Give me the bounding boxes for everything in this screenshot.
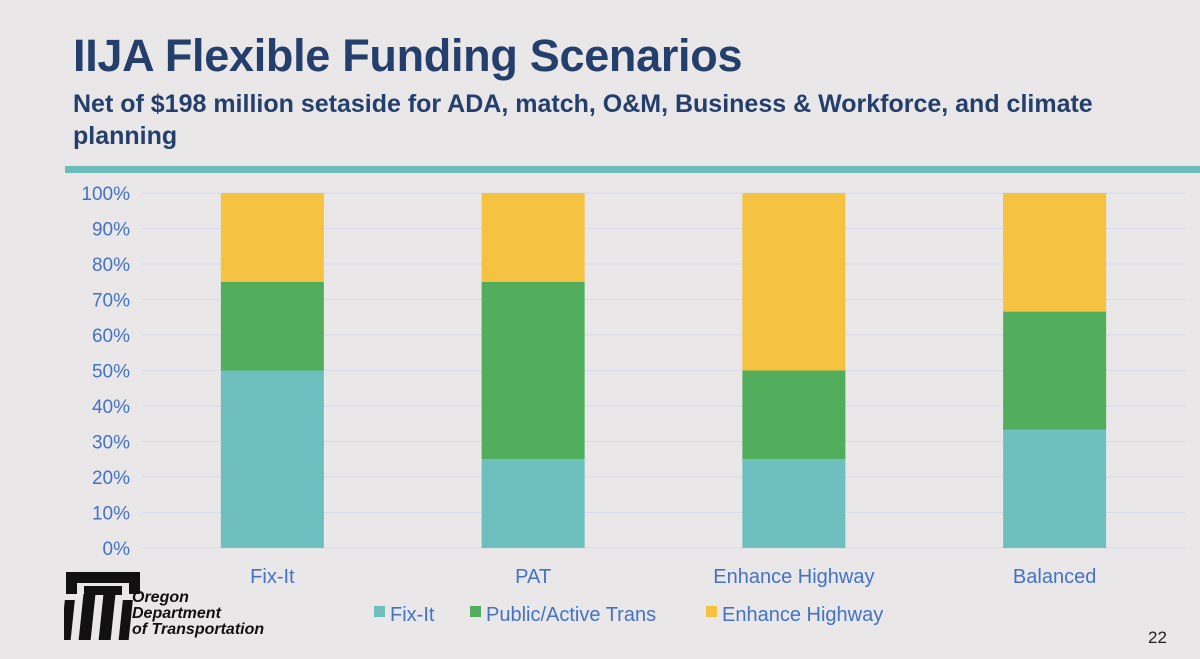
bar-segment (742, 193, 846, 371)
bar-segment (742, 459, 846, 548)
y-tick-label: 20% (92, 468, 130, 489)
logo-line-2: Department (132, 605, 221, 622)
bar-segment (481, 459, 585, 548)
x-category-label: Balanced (1013, 566, 1096, 588)
bar-segment (481, 193, 585, 282)
y-tick-label: 10% (92, 504, 130, 525)
y-tick-label: 80% (92, 255, 130, 276)
slide-title: IIJA Flexible Funding Scenarios (73, 30, 743, 81)
x-category-label: Enhance Highway (713, 566, 874, 588)
legend-swatch (374, 606, 385, 617)
legend-label: Enhance Highway (722, 604, 883, 626)
x-axis-categories: Fix-It PAT Enhance Highway Balanced (250, 566, 1096, 588)
bar-segment (742, 370, 846, 460)
bar-segment (1003, 311, 1107, 430)
page-number: 22 (1148, 628, 1167, 647)
bar-segment (220, 193, 324, 282)
bar-segment (220, 281, 324, 371)
bar-segment (1003, 429, 1107, 548)
legend-swatch (706, 606, 717, 617)
y-tick-label: 30% (92, 433, 130, 454)
y-tick-label: 50% (92, 362, 130, 383)
bar-segment (481, 281, 585, 460)
chart-bars (220, 193, 1107, 548)
chart-legend: Fix-It Public/Active Trans Enhance Highway (374, 604, 883, 626)
logo-line-1: Oregon (132, 589, 189, 606)
bar-segment (1003, 193, 1107, 312)
bar-segment (220, 370, 324, 548)
y-tick-label: 40% (92, 397, 130, 418)
odot-logo-icon (64, 572, 140, 640)
y-tick-label: 60% (92, 326, 130, 347)
y-tick-label: 0% (103, 539, 131, 560)
y-tick-label: 90% (92, 220, 130, 241)
y-tick-label: 70% (92, 291, 130, 312)
legend-swatch (470, 606, 481, 617)
x-category-label: PAT (515, 566, 551, 588)
y-axis-ticks: 0% 10% 20% 30% 40% 50% 60% 70% 80% 90% 100% (81, 184, 130, 560)
title-divider (65, 166, 1200, 173)
legend-label: Public/Active Trans (486, 604, 656, 626)
x-category-label: Fix-It (250, 566, 295, 588)
y-tick-label: 100% (81, 184, 130, 205)
legend-label: Fix-It (390, 604, 435, 626)
odot-logo-text: Oregon Department of Transportation (132, 590, 264, 638)
logo-line-3: of Transportation (132, 621, 265, 638)
slide-subtitle: Net of $198 million setaside for ADA, ma… (73, 90, 1093, 150)
